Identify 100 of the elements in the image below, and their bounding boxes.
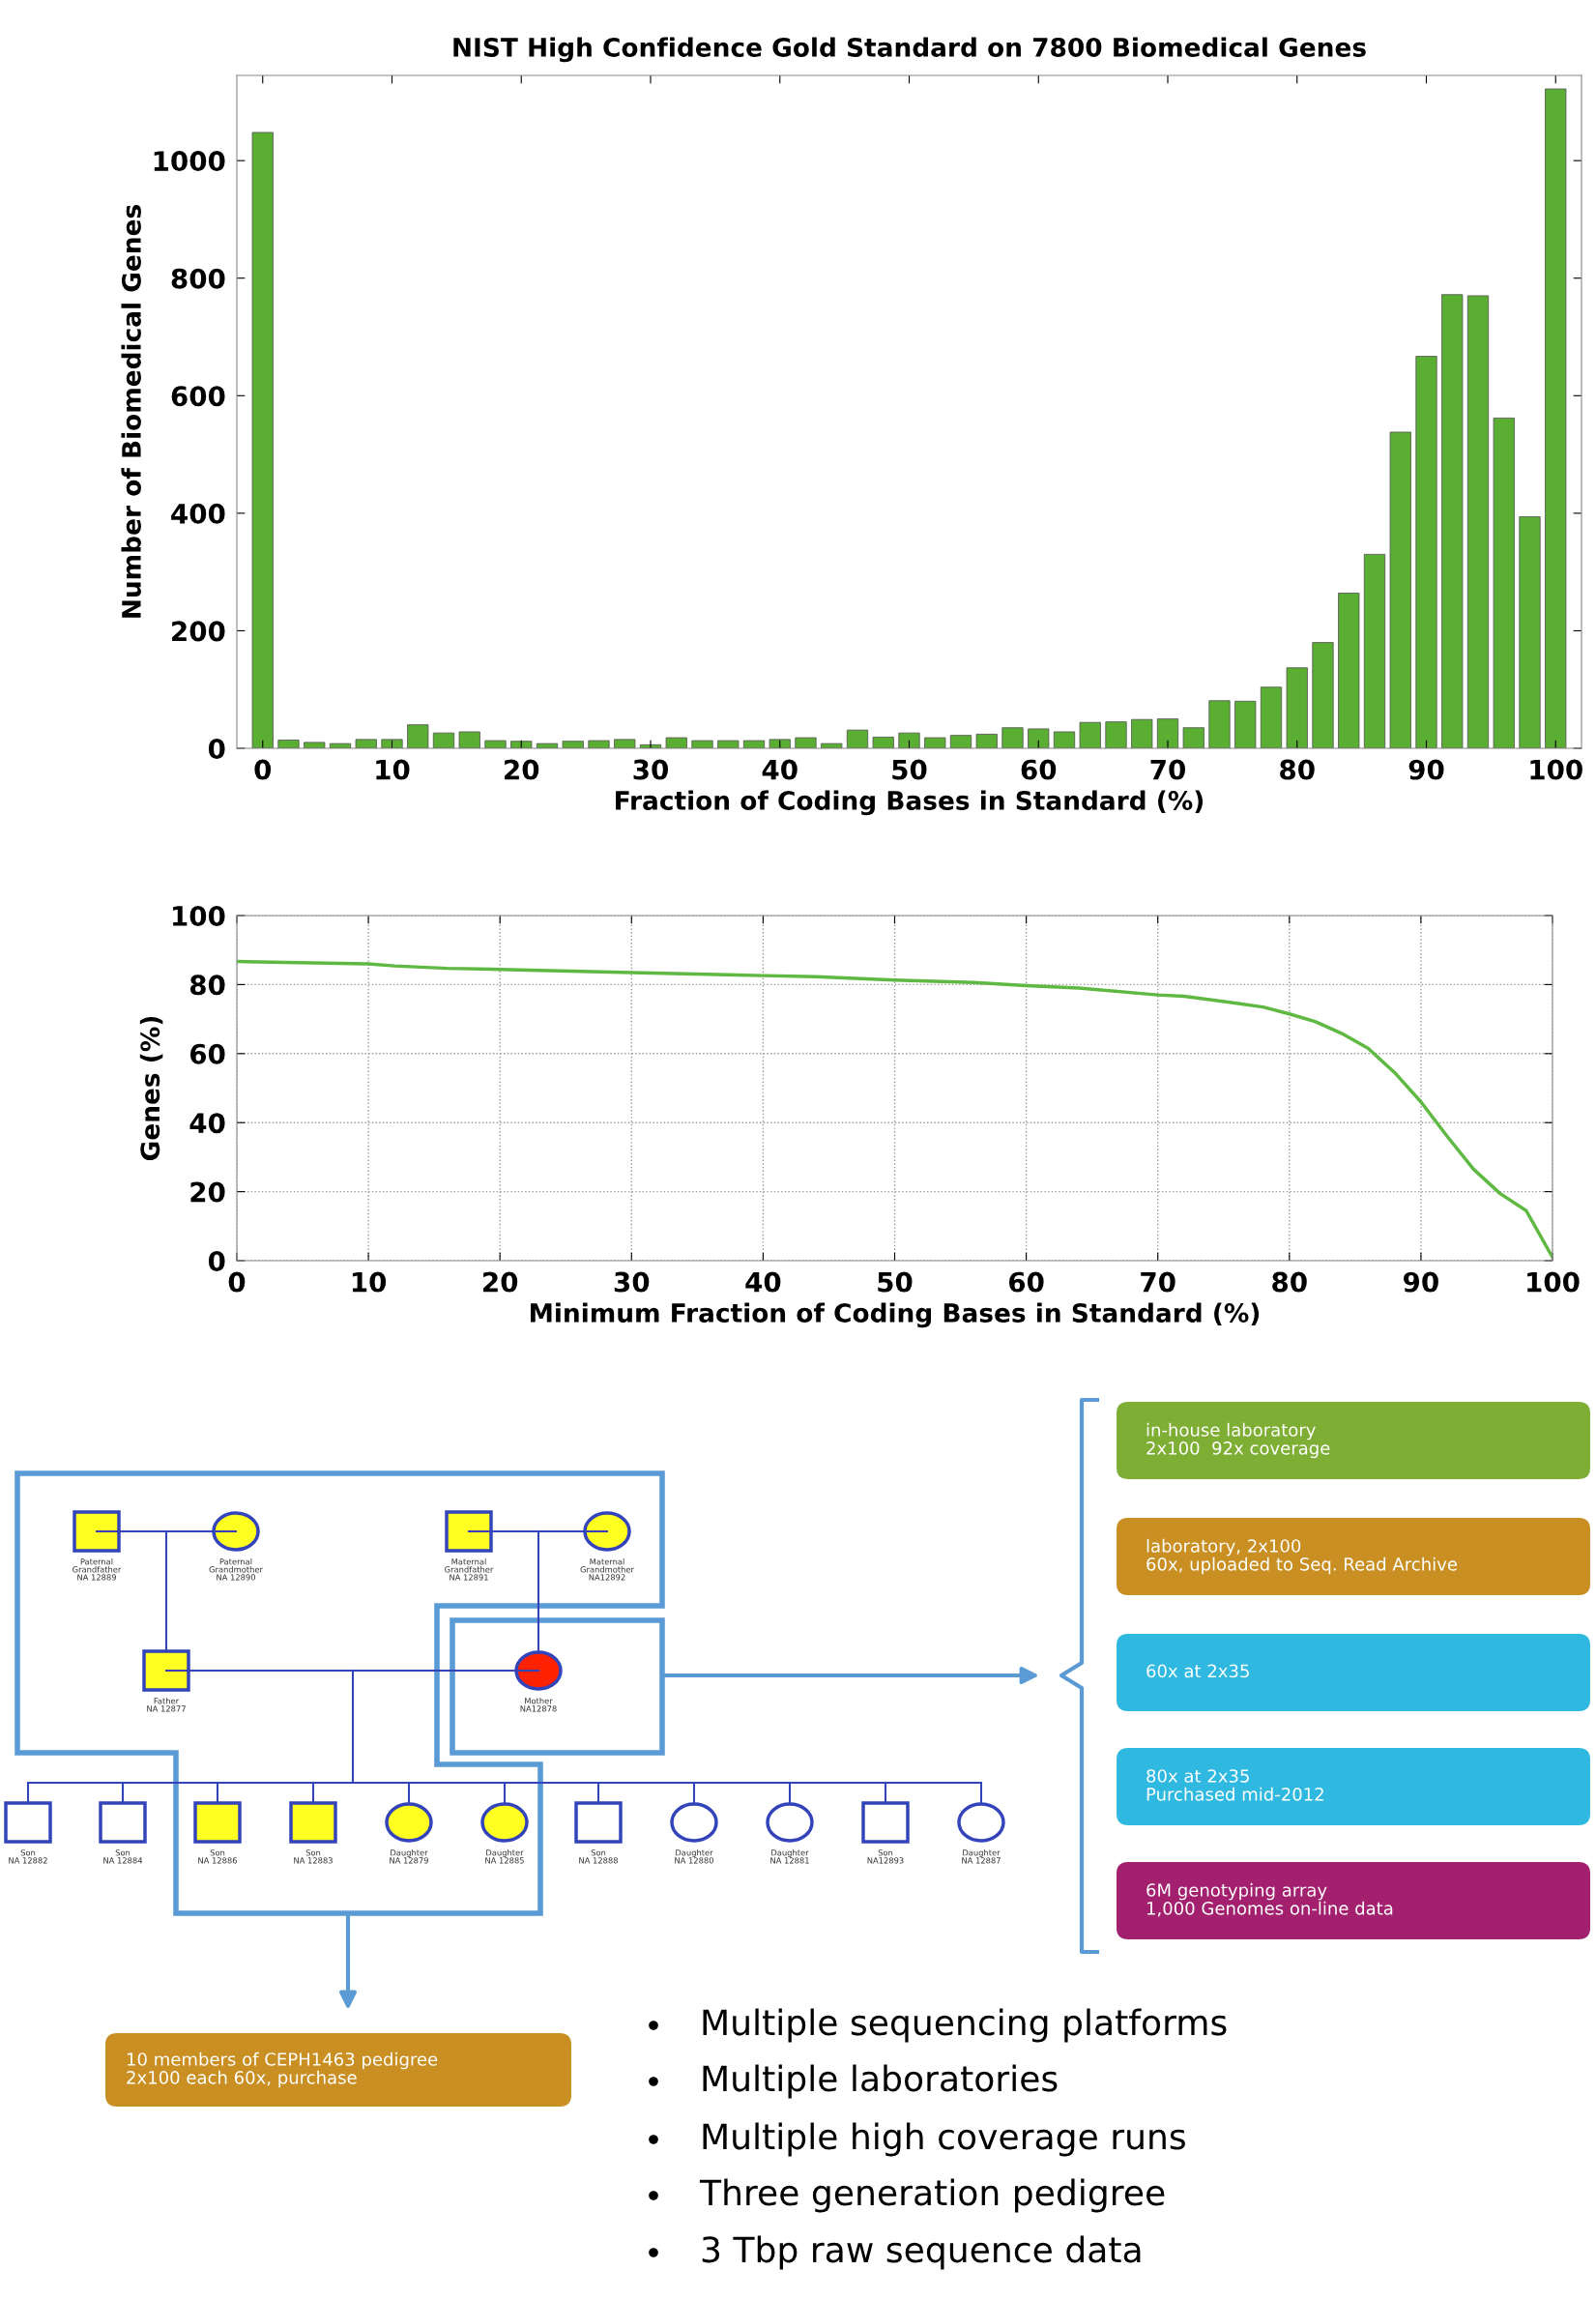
y-tick-label: 80 xyxy=(189,975,225,996)
y-axis-title: Number of Biomedical Genes xyxy=(121,205,141,618)
x-tick-label: 10 xyxy=(376,759,410,780)
x-tick-label: 70 xyxy=(1141,1271,1175,1293)
text: in-house laboratory 2x100 92x coverage xyxy=(1146,1422,1330,1459)
bar xyxy=(717,740,740,748)
text: Daughter NA 12887 xyxy=(962,1849,1001,1864)
y-tick-label: 40 xyxy=(189,1113,225,1134)
bar xyxy=(329,742,352,748)
text: Paternal Grandfather NA 12889 xyxy=(73,1558,122,1581)
text: Son NA 12886 xyxy=(198,1849,238,1864)
text: Multiple sequencing platforms xyxy=(703,2008,1227,2043)
bar xyxy=(1466,295,1490,748)
bar xyxy=(1156,718,1179,748)
x-tick-label: 20 xyxy=(483,1271,518,1293)
bar xyxy=(588,740,610,748)
text: Son NA 12882 xyxy=(9,1849,47,1864)
text: Son NA12893 xyxy=(867,1849,904,1864)
text: Son NA 12883 xyxy=(294,1849,333,1864)
x-tick-label: 80 xyxy=(1272,1271,1307,1293)
bar xyxy=(1545,88,1567,748)
y-tick-label: 800 xyxy=(171,268,225,289)
text: Son NA 12884 xyxy=(103,1849,143,1864)
bar xyxy=(1105,721,1127,748)
bar xyxy=(795,737,817,748)
bar xyxy=(536,742,559,748)
bar xyxy=(1519,516,1541,748)
bar xyxy=(1131,718,1153,748)
text: Father NA 12877 xyxy=(147,1698,186,1712)
bar xyxy=(1053,731,1076,748)
x-tick-label: 40 xyxy=(762,759,798,780)
y-tick-label: 0 xyxy=(208,1250,225,1271)
text: Son NA 12888 xyxy=(579,1849,618,1864)
text: 10 members of CEPH1463 pedigree 2x100 each 60x, purchase xyxy=(127,2052,438,2088)
bar xyxy=(407,724,429,748)
text: 3 Tbp raw sequence data xyxy=(702,2235,1141,2270)
text: laboratory, 2x100 60x, uploaded to Seq. Read Archive xyxy=(1146,1538,1458,1575)
bar xyxy=(846,729,869,748)
bar xyxy=(665,737,687,748)
text: Maternal Grandfather NA 12891 xyxy=(445,1558,494,1581)
x-tick-label: 20 xyxy=(505,759,539,780)
bar xyxy=(1182,727,1204,748)
bar xyxy=(691,740,713,748)
y-tick-label: 100 xyxy=(173,905,225,926)
y-tick-label: 20 xyxy=(190,1181,225,1203)
bar xyxy=(821,742,843,748)
bar xyxy=(949,735,972,748)
text: Mother NA12878 xyxy=(520,1698,557,1712)
x-tick-label: 60 xyxy=(1009,1271,1044,1293)
text: Daughter NA 12881 xyxy=(770,1849,809,1864)
bar xyxy=(1312,642,1334,748)
bar xyxy=(458,731,480,748)
x-tick-label: 100 xyxy=(1527,1271,1580,1293)
bar xyxy=(1234,700,1257,748)
bar xyxy=(924,737,946,748)
bar xyxy=(355,739,377,748)
chart-title: NIST High Confidence Gold Standard on 7800 Biomedical Genes xyxy=(453,37,1366,63)
x-axis-title: Fraction of Coding Bases in Standard (%) xyxy=(616,790,1204,816)
bar xyxy=(1001,727,1024,748)
bar xyxy=(277,740,300,748)
bar xyxy=(1493,417,1515,748)
bar xyxy=(562,741,584,748)
bar xyxy=(975,733,998,748)
x-tick-label: 90 xyxy=(1404,1271,1438,1293)
bar xyxy=(898,732,920,748)
x-tick-label: 30 xyxy=(614,1271,650,1293)
bar xyxy=(432,732,455,748)
text: Three generation pedigree xyxy=(699,2178,1165,2213)
x-tick-label: 30 xyxy=(633,759,668,780)
bar xyxy=(742,740,766,748)
y-tick-label: 60 xyxy=(189,1043,225,1064)
y-tick-label: 0 xyxy=(208,738,225,759)
text: 6M genotyping array 1,000 Genomes on-line data xyxy=(1146,1882,1393,1917)
x-tick-label: 100 xyxy=(1530,759,1582,780)
x-tick-label: 50 xyxy=(892,759,927,780)
text: Paternal Grandmother NA 12890 xyxy=(209,1558,263,1581)
bar xyxy=(1260,686,1283,748)
x-axis-title: Minimum Fraction of Coding Bases in Standard (%) xyxy=(531,1302,1260,1328)
bar xyxy=(769,739,791,748)
x-tick-label: 60 xyxy=(1021,759,1057,780)
bar xyxy=(1286,667,1308,748)
bar xyxy=(251,131,274,748)
text: Daughter NA 12879 xyxy=(390,1849,428,1864)
bar xyxy=(381,739,403,748)
bar xyxy=(872,737,894,748)
x-tick-label: 10 xyxy=(352,1271,387,1293)
x-tick-label: 90 xyxy=(1408,759,1444,780)
bar xyxy=(1079,721,1101,748)
text: Maternal Grandmother NA12892 xyxy=(580,1558,634,1581)
bar xyxy=(1208,700,1231,748)
y-tick-label: 1000 xyxy=(154,151,225,172)
bar xyxy=(1363,553,1386,748)
bar xyxy=(1415,356,1437,748)
bar xyxy=(304,742,326,748)
text: 80x at 2x35 Purchased mid-2012 xyxy=(1146,1769,1323,1801)
text: 60x at 2x35 xyxy=(1146,1664,1249,1678)
text: Multiple high coverage runs xyxy=(703,2122,1185,2157)
bar xyxy=(614,739,636,748)
bar xyxy=(1338,593,1360,748)
bar xyxy=(484,740,507,748)
